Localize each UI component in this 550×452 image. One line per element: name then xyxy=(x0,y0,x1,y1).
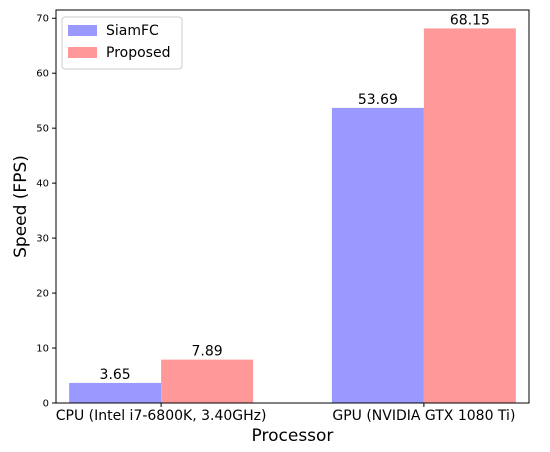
bar-siamfc-0 xyxy=(69,382,162,403)
bars-layer xyxy=(69,28,516,403)
y-tick-label: 20 xyxy=(36,289,49,300)
y-tick-label: 50 xyxy=(36,124,49,135)
legend-swatch-proposed xyxy=(68,47,97,58)
y-tick-label: 70 xyxy=(36,14,49,25)
y-tick-label: 60 xyxy=(36,69,49,80)
y-tick-label: 40 xyxy=(36,179,49,190)
data-label-proposed-1: 68.15 xyxy=(450,12,490,28)
data-label-siamfc-1: 53.69 xyxy=(358,92,398,108)
x-tick-label: CPU (Intel i7-6800K, 3.40GHz) xyxy=(56,408,267,424)
y-axis-ticks: 0 10 20 30 40 50 60 70 xyxy=(36,14,56,410)
bar-proposed-1 xyxy=(423,28,516,403)
x-axis-ticks: CPU (Intel i7-6800K, 3.40GHz) GPU (NVIDIA… xyxy=(56,403,515,424)
data-labels-layer: 3.65 53.69 7.89 68.15 xyxy=(100,12,490,383)
y-axis-label: Speed (FPS) xyxy=(11,155,31,258)
x-axis-label: Processor xyxy=(252,426,334,446)
y-tick-label: 0 xyxy=(43,399,49,410)
plot-frame xyxy=(55,9,530,404)
y-tick-label: 10 xyxy=(36,344,49,355)
legend-swatch-siamfc xyxy=(68,25,97,36)
data-label-proposed-0: 7.89 xyxy=(192,344,223,360)
x-tick-label: GPU (NVIDIA GTX 1080 Ti) xyxy=(332,408,515,424)
legend-label-proposed: Proposed xyxy=(106,45,170,61)
bar-proposed-0 xyxy=(161,359,254,403)
legend: SiamFC Proposed xyxy=(61,16,183,70)
bar-siamfc-1 xyxy=(331,107,424,403)
legend-label-siamfc: SiamFC xyxy=(106,23,159,39)
data-label-siamfc-0: 3.65 xyxy=(100,367,131,383)
y-tick-label: 30 xyxy=(36,234,49,245)
